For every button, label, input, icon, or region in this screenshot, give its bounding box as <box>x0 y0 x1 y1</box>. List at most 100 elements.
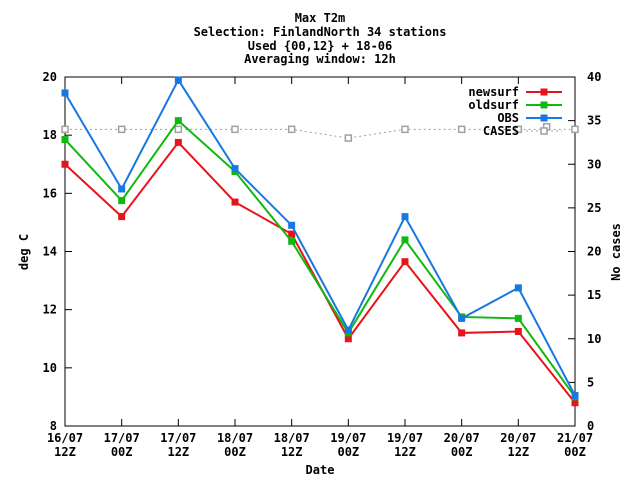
title-line-3: Used {00,12} + 18-06 <box>248 39 393 53</box>
data-point <box>571 391 579 399</box>
data-point <box>231 165 239 173</box>
x-tick-label-date: 17/07 <box>160 431 196 445</box>
y-tick-label: 16 <box>43 186 57 200</box>
legend-marker <box>540 88 548 96</box>
x-tick-label-date: 18/07 <box>217 431 253 445</box>
data-point <box>344 335 352 343</box>
series-line <box>65 128 575 139</box>
series-obs <box>61 76 579 399</box>
series-line <box>64 119 576 398</box>
x-tick-label-date: 19/07 <box>330 431 366 445</box>
x-tick-label-date: 16/07 <box>47 431 83 445</box>
y2-tick-label: 35 <box>587 114 601 128</box>
y2-tick-label: 10 <box>587 332 601 346</box>
series-line <box>64 140 576 404</box>
data-point <box>174 125 183 134</box>
y2-axis-label: No cases <box>609 223 623 281</box>
x-axis-label: Date <box>306 463 335 477</box>
x-tick-label-hour: 00Z <box>111 445 133 459</box>
y2-tick-label: 30 <box>587 157 601 171</box>
series-layer <box>61 76 579 407</box>
legend-item-obs: OBS <box>497 111 562 125</box>
data-point <box>458 329 466 337</box>
legend-item-newsurf: newsurf <box>468 85 562 99</box>
y-tick-label: 12 <box>43 303 57 317</box>
x-tick-label-hour: 00Z <box>451 445 473 459</box>
legend-marker <box>540 114 548 122</box>
x-axis-ticks: 16/0712Z17/0700Z17/0712Z18/0700Z18/0712Z… <box>47 77 593 459</box>
data-point <box>61 89 69 97</box>
y2-tick-label: 5 <box>587 375 594 389</box>
series-newsurf <box>61 138 579 407</box>
legend-item-oldsurf: oldsurf <box>468 98 562 112</box>
data-point <box>61 136 69 144</box>
data-point <box>514 327 522 335</box>
data-point <box>288 237 296 245</box>
data-point <box>174 138 182 146</box>
series-cases <box>61 122 579 142</box>
title-line-1: Max T2m <box>295 11 346 25</box>
data-point <box>401 258 409 266</box>
legend-item-cases: CASES <box>483 124 562 138</box>
data-point <box>514 284 522 292</box>
legend-label: newsurf <box>468 85 519 99</box>
title-line-2: Selection: FinlandNorth 34 stations <box>194 25 447 39</box>
x-tick-label-date: 18/07 <box>274 431 310 445</box>
y-axis-ticks: 8 10 12 14 16 18 20 <box>43 70 72 433</box>
x-tick-label-hour: 12Z <box>507 445 529 459</box>
data-point <box>231 198 239 206</box>
data-point <box>174 76 182 84</box>
data-point <box>288 230 296 238</box>
x-tick-label-date: 20/07 <box>444 431 480 445</box>
legend-label: CASES <box>483 124 519 138</box>
data-point <box>401 236 409 244</box>
data-point <box>117 125 126 134</box>
x-tick-label-date: 20/07 <box>500 431 536 445</box>
data-point <box>118 197 126 205</box>
x-tick-label-date: 17/07 <box>104 431 140 445</box>
y2-tick-label: 25 <box>587 201 601 215</box>
data-point <box>288 221 296 229</box>
y-tick-label: 8 <box>50 419 57 433</box>
data-point <box>174 117 182 125</box>
data-point <box>457 125 466 134</box>
x-tick-label-date: 19/07 <box>387 431 423 445</box>
legend-marker <box>540 127 548 135</box>
x-tick-label-hour: 00Z <box>337 445 359 459</box>
x-tick-label-hour: 00Z <box>224 445 246 459</box>
data-point <box>401 125 409 134</box>
data-point <box>344 134 353 142</box>
y-tick-label: 20 <box>43 70 57 84</box>
y-axis-label: deg C <box>17 234 31 270</box>
legend-marker <box>540 101 548 109</box>
y-tick-label: 14 <box>43 245 57 259</box>
y-tick-label: 10 <box>43 361 57 375</box>
x-tick-label-hour: 12Z <box>54 445 76 459</box>
data-point <box>571 125 579 134</box>
x-tick-label-hour: 12Z <box>281 445 303 459</box>
legend-label: OBS <box>497 111 519 125</box>
x-tick-label-hour: 00Z <box>564 445 586 459</box>
y2-tick-label: 40 <box>587 70 601 84</box>
data-point <box>61 125 69 134</box>
data-point <box>514 125 523 134</box>
y-tick-label: 18 <box>43 128 57 142</box>
data-point <box>231 125 239 134</box>
x-tick-label-hour: 12Z <box>167 445 189 459</box>
data-point <box>514 314 522 322</box>
legend-label: oldsurf <box>468 98 519 112</box>
data-point <box>458 314 466 322</box>
series-oldsurf <box>61 117 579 401</box>
y2-tick-label: 20 <box>587 245 601 259</box>
series-line <box>64 77 576 396</box>
data-point <box>61 160 69 168</box>
data-point <box>287 125 296 134</box>
title-line-4: Averaging window: 12h <box>244 52 396 66</box>
data-point <box>118 213 126 221</box>
chart-title: Max T2m Selection: FinlandNorth 34 stati… <box>194 11 447 66</box>
data-point <box>118 185 126 193</box>
data-point <box>571 399 579 407</box>
data-point <box>401 213 409 221</box>
